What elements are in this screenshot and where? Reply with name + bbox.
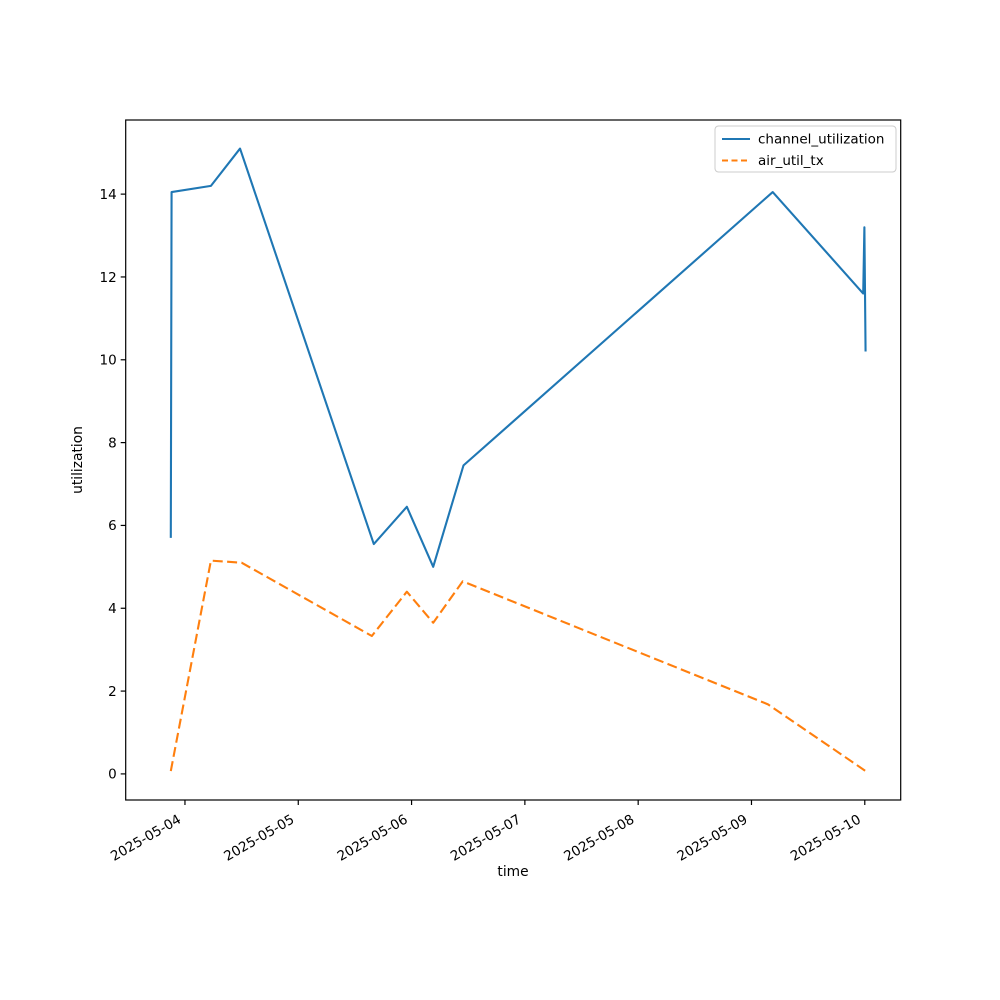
y-tick-label: 8 xyxy=(108,435,117,451)
series-lines xyxy=(169,147,867,772)
x-tick-label: 2025-05-10 xyxy=(788,812,864,865)
x-tick-label: 2025-05-07 xyxy=(448,812,524,865)
series-line-air_util_tx xyxy=(169,559,867,772)
y-tick-label: 0 xyxy=(108,767,117,783)
legend-label-channel_utilization: channel_utilization xyxy=(758,132,885,148)
y-tick-label: 12 xyxy=(100,270,117,286)
y-tick-label: 2 xyxy=(108,684,117,700)
x-tick-label: 2025-05-04 xyxy=(108,812,184,865)
y-axis-label: utilization xyxy=(70,426,86,494)
axes-frame xyxy=(125,119,902,801)
legend-box xyxy=(714,125,897,173)
x-tick-label: 2025-05-06 xyxy=(335,812,411,865)
x-tick-label: 2025-05-09 xyxy=(675,812,751,865)
x-tick-label: 2025-05-05 xyxy=(221,812,297,865)
series-line-channel_utilization xyxy=(169,147,867,568)
legend-label-air_util_tx: air_util_tx xyxy=(758,153,824,169)
y-tick-label: 4 xyxy=(108,601,117,617)
y-axis-ticks: 0 2 4 6 8 10 12 14 xyxy=(100,187,126,783)
y-tick-label: 14 xyxy=(100,187,117,203)
y-tick-label: 6 xyxy=(108,518,117,534)
x-axis-label: time xyxy=(497,864,528,880)
y-tick-label: 10 xyxy=(100,353,117,369)
plot-area xyxy=(125,120,901,800)
x-axis-ticks: 2025-05-04 2025-05-05 2025-05-06 2025-05-07… xyxy=(108,800,866,865)
x-tick-label: 2025-05-08 xyxy=(561,812,637,865)
legend: channel_utilization air_util_tx xyxy=(714,125,897,173)
